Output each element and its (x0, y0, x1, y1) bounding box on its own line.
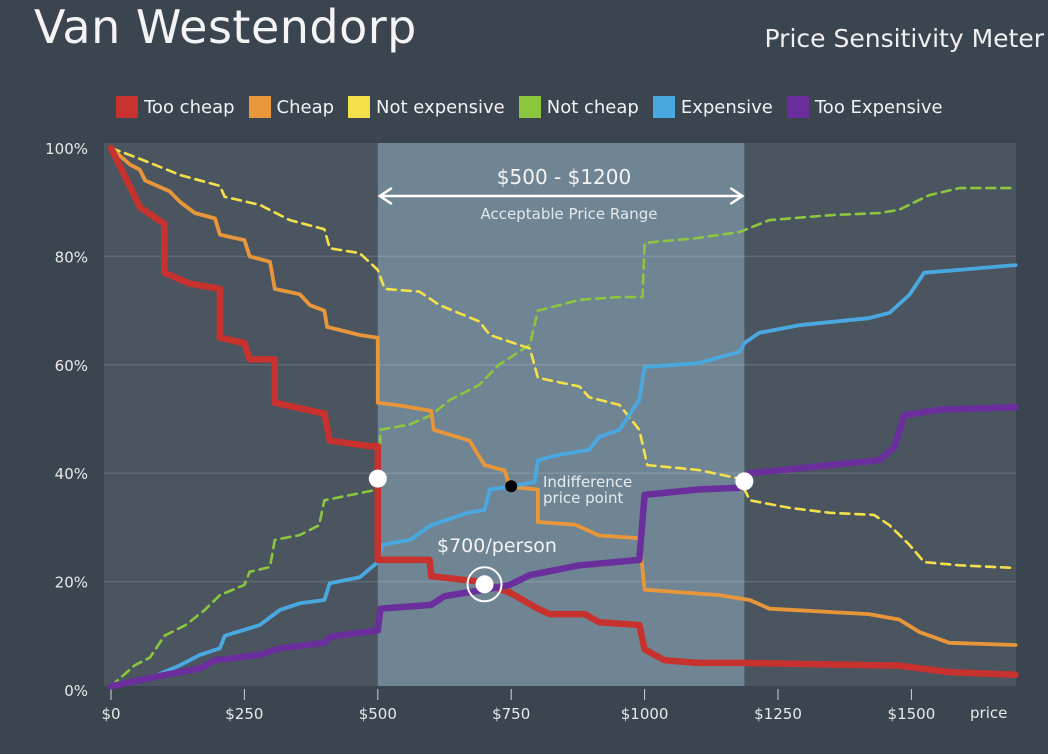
range-label: $500 - $1200 (497, 165, 631, 189)
y-tick-label: 40% (55, 465, 88, 483)
legend-item-expensive: Expensive (652, 96, 773, 118)
legend-item-not-cheap: Not cheap (518, 96, 639, 118)
legend-swatch (116, 96, 138, 118)
series-line-too-cheap (107, 144, 1019, 679)
y-tick-label: 100% (45, 140, 88, 158)
y-tick-label: 80% (55, 248, 88, 266)
legend-label: Too Expensive (814, 96, 943, 118)
intersection-marker (505, 480, 518, 493)
x-axis-label: price (970, 704, 1007, 722)
optimal-price-label: $700/person (437, 535, 557, 557)
intersection-marker (475, 575, 494, 594)
legend: Too cheap Cheap Not expensive Not cheap … (116, 96, 943, 118)
y-tick-label: 0% (64, 682, 88, 700)
intersection-marker (368, 469, 387, 488)
legend-swatch (652, 96, 675, 118)
range-arrow-right-icon (729, 186, 745, 206)
x-tick-label: $750 (492, 705, 530, 723)
chart-title: Van Westendorp (34, 0, 417, 54)
indifference-label-line2: price point (543, 489, 623, 507)
x-tick-label: $1500 (888, 705, 936, 723)
x-tick-label: $0 (101, 705, 120, 723)
range-sublabel: Acceptable Price Range (481, 205, 658, 223)
legend-item-not-expensive: Not expensive (348, 96, 505, 118)
legend-swatch (786, 96, 809, 118)
range-arrow-left-icon (377, 186, 393, 206)
legend-item-too-expensive: Too Expensive (786, 96, 943, 118)
series-line-too-expensive (107, 403, 1019, 690)
legend-item-cheap: Cheap (248, 96, 335, 118)
x-tick-label: $1000 (621, 705, 669, 723)
x-tick-label: $500 (359, 705, 397, 723)
y-tick-label: 60% (55, 357, 88, 375)
marker-ring (466, 566, 503, 603)
series-line-not-cheap (109, 186, 1017, 688)
y-tick-label: 20% (55, 574, 88, 592)
acceptable-range-band (377, 143, 745, 686)
x-tick-label: $250 (225, 705, 263, 723)
legend-label: Cheap (276, 96, 335, 118)
legend-item-too-cheap: Too cheap (116, 96, 235, 118)
indifference-label-line1: Indifference (543, 473, 632, 491)
legend-swatch (248, 96, 271, 118)
intersection-marker (735, 472, 754, 491)
legend-swatch (348, 96, 371, 118)
legend-swatch (518, 96, 541, 118)
legend-label: Too cheap (144, 96, 235, 118)
series-line-not-expensive (109, 146, 1017, 570)
legend-label: Expensive (680, 96, 773, 118)
series-line-cheap (109, 146, 1018, 647)
legend-label: Not expensive (376, 96, 505, 118)
x-tick-label: $1250 (754, 705, 802, 723)
chart-subtitle: Price Sensitivity Meter (764, 24, 1044, 53)
legend-label: Not cheap (546, 96, 639, 118)
